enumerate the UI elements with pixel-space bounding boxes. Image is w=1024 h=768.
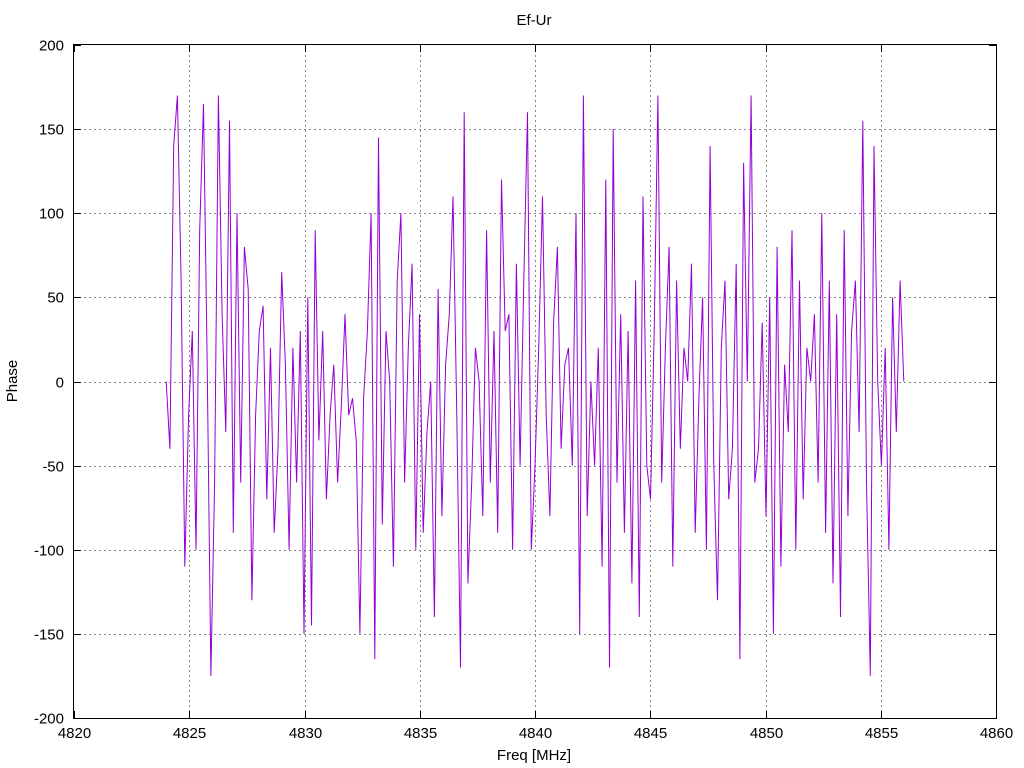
y-tick-label: 0 (56, 375, 64, 392)
x-tick-label: 4860 (980, 725, 1013, 742)
x-tick-label: 4850 (750, 725, 783, 742)
x-tick-label: 4845 (634, 725, 667, 742)
axis-ticks: 4820 4825 4830 4835 4840 4845 4850 4855 4860 -200… (34, 38, 1013, 743)
series-layer (165, 95, 905, 676)
phase-series-line-0 (165, 95, 905, 676)
plot-frame (73, 44, 997, 719)
x-tick-label: 4840 (519, 725, 552, 742)
y-tick-label: -100 (34, 543, 64, 560)
x-tick-label: 4820 (58, 725, 91, 742)
y-tick-label: 50 (47, 290, 64, 307)
y-axis-label: Phase (4, 360, 21, 403)
chart-title: Ef-Ur (517, 12, 552, 29)
x-axis-label: Freq [MHz] (497, 747, 571, 764)
x-tick-label: 4835 (404, 725, 437, 742)
x-tick-label: 4825 (173, 725, 206, 742)
y-tick-label: 200 (39, 38, 64, 55)
y-tick-label: 100 (39, 206, 64, 223)
y-tick-label: -50 (42, 459, 64, 476)
y-tick-label: -200 (34, 711, 64, 728)
x-tick-label: 4855 (865, 725, 898, 742)
x-tick-label: 4830 (289, 725, 322, 742)
y-tick-label: -150 (34, 627, 64, 644)
y-tick-label: 150 (39, 122, 64, 139)
